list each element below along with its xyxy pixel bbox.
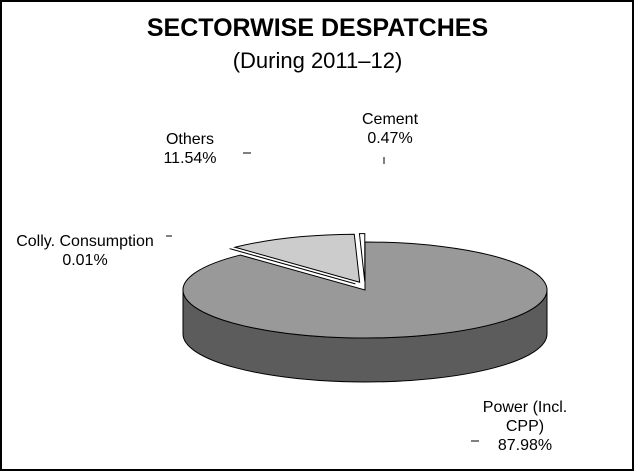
- value-label: 0.01%: [62, 252, 108, 269]
- value-label: 0.47%: [367, 130, 413, 147]
- slice: [233, 233, 361, 283]
- slice: [358, 233, 366, 282]
- slice-label: Others 11.54%: [130, 130, 250, 168]
- category-label: Power (Incl. CPP): [482, 399, 568, 435]
- slice-label: Power (Incl. CPP) 87.98%: [470, 398, 580, 455]
- chart-title: SECTORWISE DESPATCHES: [146, 14, 489, 42]
- slice: [182, 241, 548, 339]
- category-label: Others: [165, 131, 214, 148]
- category-label: Colly. Consumption: [16, 233, 154, 250]
- slice-label: Cement 0.47%: [340, 110, 440, 148]
- slice-label: Colly. Consumption 0.01%: [10, 232, 160, 270]
- category-label: Cement: [361, 111, 419, 128]
- value-label: 87.98%: [497, 437, 553, 454]
- value-label: 11.54%: [163, 150, 217, 167]
- slice: [228, 248, 356, 285]
- chart-subtitle: (During 2011–12): [232, 48, 403, 73]
